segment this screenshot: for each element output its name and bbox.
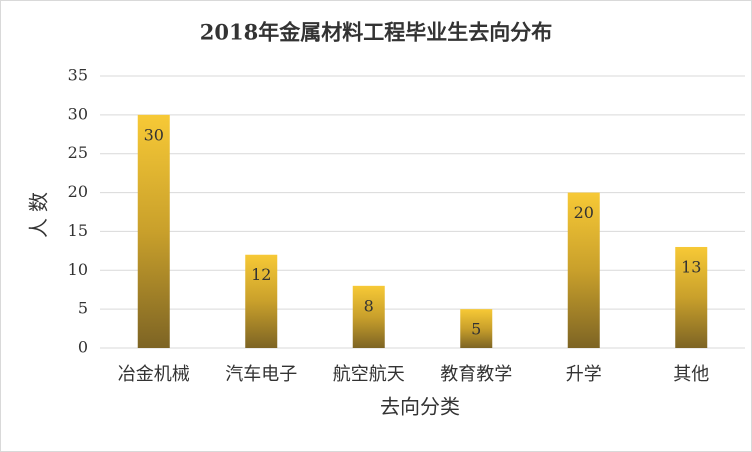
data-label: 13 [681, 257, 701, 276]
bar [352, 285, 385, 348]
bar [245, 254, 278, 348]
y-tick-label: 20 [68, 182, 88, 201]
y-axis-label: 人数 [27, 186, 51, 238]
y-tick-label: 5 [78, 299, 88, 318]
x-axis-label: 去向分类 [380, 395, 460, 419]
data-label: 8 [364, 296, 374, 315]
y-tick-label: 30 [68, 104, 88, 123]
data-label: 12 [251, 265, 271, 284]
y-tick-label: 10 [68, 260, 88, 279]
data-label: 5 [471, 320, 481, 339]
x-tick-label: 其他 [673, 364, 709, 385]
bar [567, 192, 600, 348]
bar [675, 246, 708, 348]
x-tick-label: 冶金机械 [118, 364, 190, 385]
data-label: 30 [144, 125, 164, 144]
chart-title: 2018年金属材料工程毕业生去向分布 [200, 20, 552, 45]
x-tick-label: 汽车电子 [225, 364, 297, 385]
x-tick-label: 航空航天 [333, 364, 405, 385]
y-tick-label: 25 [68, 143, 88, 162]
y-tick-label: 0 [78, 338, 88, 357]
x-tick-label: 教育教学 [440, 364, 512, 385]
bar [137, 114, 170, 348]
y-tick-label: 35 [68, 66, 88, 85]
data-label: 20 [574, 203, 594, 222]
bar [460, 309, 493, 348]
x-tick-label: 升学 [566, 364, 602, 385]
y-tick-label: 15 [68, 221, 88, 240]
